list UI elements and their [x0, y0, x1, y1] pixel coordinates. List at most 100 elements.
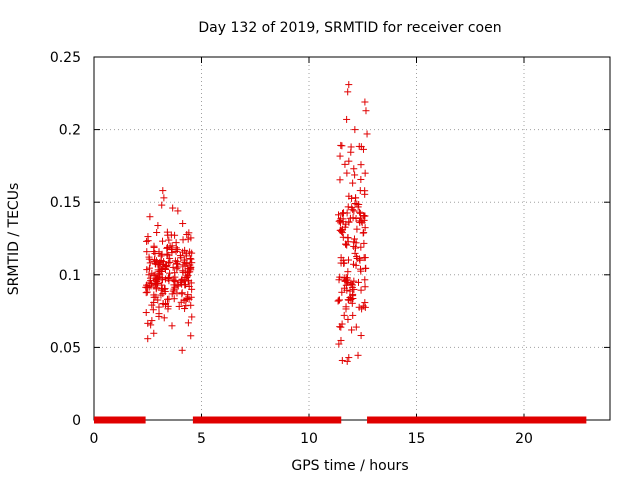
data-point — [339, 209, 347, 217]
data-point — [147, 321, 155, 329]
data-point — [182, 302, 190, 310]
data-point — [170, 281, 178, 289]
data-point — [168, 290, 176, 298]
data-point — [337, 323, 345, 331]
data-point — [361, 276, 369, 284]
data-point — [168, 245, 176, 253]
data-point — [186, 254, 194, 262]
data-point — [144, 237, 152, 245]
data-point — [158, 281, 166, 289]
data-point — [348, 283, 356, 291]
data-point — [351, 249, 359, 257]
data-point — [176, 252, 184, 260]
data-point — [145, 283, 153, 291]
data-point — [187, 332, 195, 340]
data-point — [355, 217, 363, 225]
data-point — [150, 291, 158, 299]
data-point — [163, 244, 171, 252]
data-point — [343, 169, 351, 177]
data-point — [339, 233, 347, 241]
data-point — [186, 264, 194, 272]
data-point — [342, 281, 350, 289]
data-point — [337, 259, 345, 267]
data-point — [168, 242, 176, 250]
data-point — [144, 319, 152, 327]
y-tick-label: 0.1 — [59, 268, 81, 284]
data-point — [148, 301, 156, 309]
data-point — [340, 311, 348, 319]
data-point — [350, 238, 358, 246]
data-point — [188, 313, 196, 321]
data-point — [362, 264, 370, 272]
data-point — [361, 299, 369, 307]
data-point — [160, 314, 168, 322]
y-tick-label: 0.25 — [50, 50, 81, 66]
data-point — [359, 145, 367, 153]
data-point — [165, 273, 173, 281]
data-point — [348, 299, 356, 307]
data-point — [170, 295, 178, 303]
data-point — [359, 229, 367, 237]
data-point — [344, 315, 352, 323]
data-point — [155, 303, 163, 311]
data-point — [361, 224, 369, 232]
data-point — [169, 204, 177, 212]
data-point — [343, 115, 351, 123]
data-point — [361, 169, 369, 177]
data-point — [148, 317, 156, 325]
data-point — [363, 130, 371, 138]
data-point — [156, 267, 164, 275]
data-point — [146, 259, 154, 267]
data-point — [354, 278, 362, 286]
data-point — [344, 268, 352, 276]
data-point — [347, 148, 355, 156]
data-point — [338, 288, 346, 296]
y-tick-label: 0 — [72, 413, 81, 429]
data-point — [356, 265, 364, 273]
data-point — [155, 312, 163, 320]
data-point — [172, 244, 180, 252]
data-point — [143, 288, 151, 296]
data-point — [350, 235, 358, 243]
data-point — [143, 237, 151, 245]
data-point — [183, 272, 191, 280]
data-point — [185, 283, 193, 291]
data-point — [185, 277, 193, 285]
data-point — [361, 283, 369, 291]
data-point — [361, 98, 369, 106]
data-point — [352, 323, 360, 331]
data-point — [186, 261, 194, 269]
data-point — [349, 311, 357, 319]
data-point — [169, 275, 177, 283]
data-point — [162, 300, 170, 308]
y-axis-label: SRMTID / TECUs — [6, 183, 22, 296]
data-point — [344, 203, 352, 211]
data-point — [177, 298, 185, 306]
data-point — [336, 217, 344, 225]
data-point — [353, 200, 361, 208]
data-point — [342, 240, 350, 248]
y-axis: 0 0.05 0.1 0.15 0.2 0.25 — [50, 50, 610, 429]
data-point — [336, 176, 344, 184]
data-point — [344, 88, 352, 96]
data-point — [179, 236, 187, 244]
plot-frame — [93, 56, 611, 421]
data-point — [173, 289, 181, 297]
data-point — [343, 241, 351, 249]
x-tick-label: 0 — [90, 431, 99, 447]
data-point — [360, 254, 368, 262]
x-tick-label: 15 — [408, 431, 426, 447]
y-tick-label: 0.15 — [50, 195, 81, 211]
data-point — [360, 212, 368, 220]
data-point — [182, 295, 190, 303]
data-point — [338, 229, 346, 237]
data-point — [173, 260, 181, 268]
data-point — [341, 277, 349, 285]
data-point — [161, 275, 169, 283]
data-point — [335, 340, 343, 348]
data-point — [357, 161, 365, 169]
data-point — [361, 303, 369, 311]
data-point — [344, 296, 352, 304]
data-point — [156, 258, 164, 266]
data-point — [158, 201, 166, 209]
